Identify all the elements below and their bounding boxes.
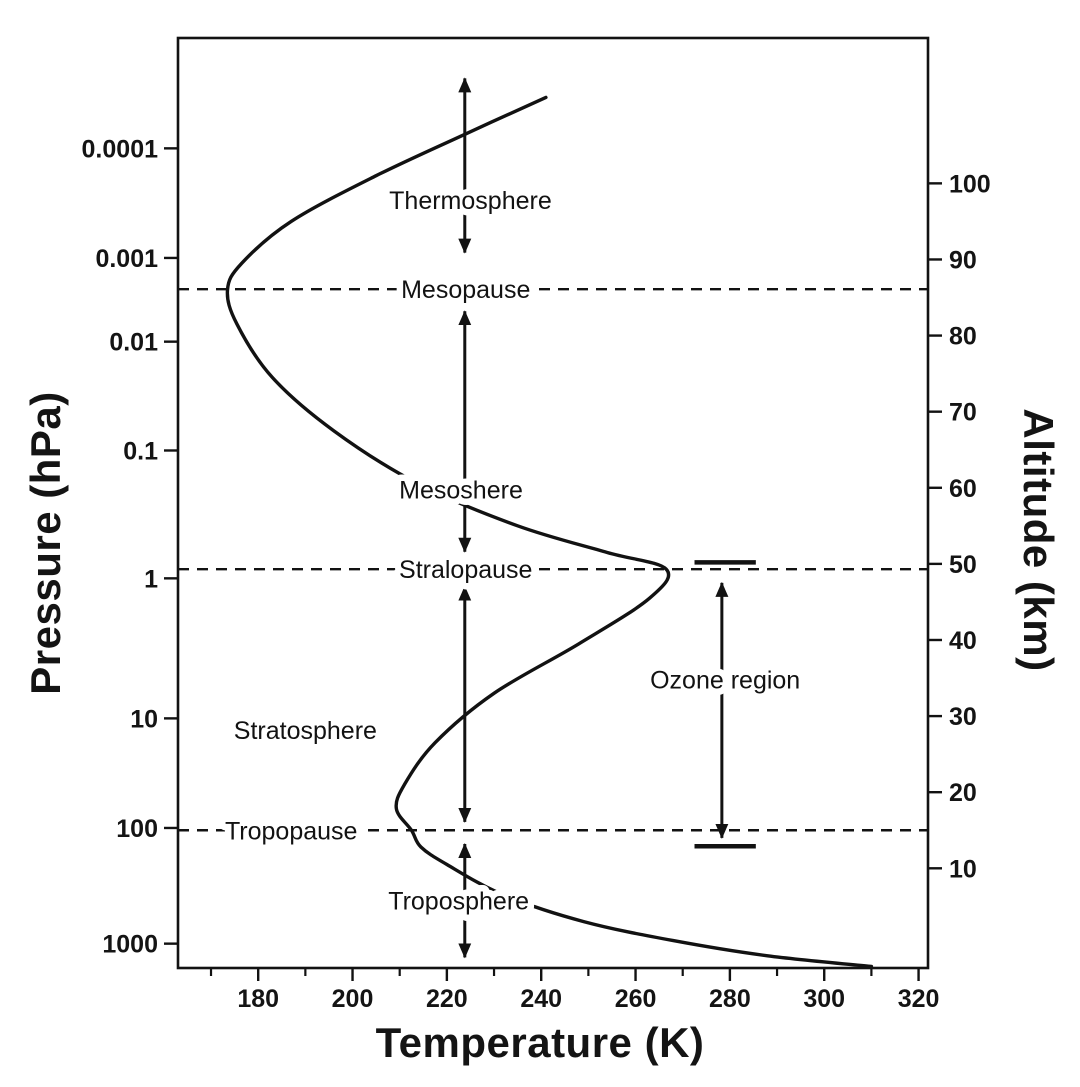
pressure-tick-label: 0.001 [95, 245, 158, 273]
altitude-tick-label: 20 [949, 779, 977, 807]
x-tick-label: 320 [898, 985, 940, 1013]
pressure-tick-label: 1000 [102, 931, 158, 959]
right-axis-title: Altitude (km) [1015, 408, 1062, 672]
x-tick-label: 240 [520, 985, 562, 1013]
altitude-tick-label: 80 [949, 323, 977, 351]
layer-label-troposphere: Troposphere [388, 887, 529, 915]
altitude-tick-label: 50 [949, 551, 977, 579]
altitude-tick-label: 10 [949, 855, 977, 883]
pressure-tick-label: 100 [116, 815, 158, 843]
x-tick-label: 260 [615, 985, 657, 1013]
pressure-tick-label: 0.01 [109, 329, 158, 357]
altitude-tick-label: 100 [949, 170, 991, 198]
pressure-tick-label: 0.0001 [82, 135, 159, 163]
pause-label-mesopause: Mesopause [401, 276, 530, 304]
ozone-region-label: Ozone region [650, 667, 800, 695]
x-tick-label: 280 [709, 985, 751, 1013]
x-tick-label: 180 [237, 985, 279, 1013]
pause-label-stralopause: Stralopause [399, 556, 532, 584]
pressure-tick-label: 0.1 [123, 437, 158, 465]
layer-label-stratosphere: Stratosphere [234, 717, 377, 745]
altitude-tick-label: 60 [949, 475, 977, 503]
pause-label-tropopause: Tropopause [225, 817, 358, 845]
altitude-tick-label: 90 [949, 246, 977, 274]
pressure-tick-label: 1 [144, 565, 158, 593]
temperature-profile-curve [225, 95, 874, 969]
x-tick-label: 220 [426, 985, 468, 1013]
layer-label-thermosphere: Thermosphere [389, 187, 552, 215]
x-tick-label: 200 [332, 985, 374, 1013]
altitude-tick-label: 40 [949, 627, 977, 655]
layer-label-mesoshere: Mesoshere [399, 476, 523, 504]
altitude-tick-label: 70 [949, 399, 977, 427]
pressure-tick-label: 10 [130, 705, 158, 733]
altitude-tick-label: 30 [949, 703, 977, 731]
left-axis-title: Pressure (hPa) [22, 391, 69, 695]
x-axis-title: Temperature (K) [375, 1019, 705, 1066]
plot-border [176, 36, 930, 970]
x-tick-label: 300 [803, 985, 845, 1013]
